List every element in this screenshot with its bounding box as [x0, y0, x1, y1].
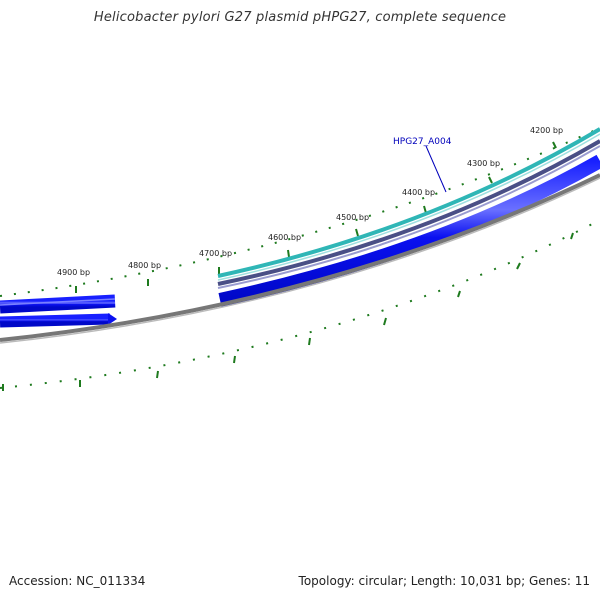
inner-tick-3 [457, 290, 461, 298]
major-tick-4500 [355, 228, 359, 237]
backbone-ring [0, 173, 600, 342]
gene-highlight-left-upper [0, 298, 116, 306]
tick-labels: 4200 bp 4300 bp 4400 bp 4500 bp 4600 bp … [57, 126, 563, 277]
tick-label-4700: 4700 bp [199, 249, 232, 258]
annotation-tracks [217, 127, 600, 289]
accession-label: Accession: NC_011334 [9, 574, 146, 588]
tick-label-4500: 4500 bp [336, 213, 369, 222]
slate-track-light [217, 145, 600, 289]
inner-tick-7 [156, 370, 159, 379]
slate-track [217, 139, 600, 286]
gene-arc-left-upper[interactable] [0, 294, 116, 314]
backbone-ring-shadow [0, 177, 600, 344]
gene-arc-left-lower[interactable] [0, 313, 111, 328]
gene-label-leader [425, 145, 447, 193]
teal-track-inner [217, 133, 600, 281]
inner-tick-2 [516, 262, 521, 270]
map-title: Helicobacter pylori G27 plasmid pHPG27, … [93, 10, 507, 25]
tick-label-4800: 4800 bp [128, 261, 161, 270]
outer-tick-ring [0, 127, 600, 297]
inner-tick-1 [570, 232, 574, 240]
tick-label-4300: 4300 bp [467, 159, 500, 168]
tick-label-4900: 4900 bp [57, 268, 90, 277]
tick-label-4200: 4200 bp [530, 126, 563, 135]
gene-arc-hpg27-a004[interactable] [218, 154, 600, 307]
teal-track [217, 127, 600, 278]
inner-tick-6 [233, 355, 236, 364]
major-tick-4600 [287, 249, 290, 258]
tick-label-4400: 4400 bp [402, 188, 435, 197]
gene-label-hpg27-a004[interactable]: HPG27_A004 [393, 137, 452, 147]
major-tick-4200 [552, 141, 557, 149]
major-tick-4300 [488, 176, 493, 184]
inner-tick-4 [383, 317, 387, 326]
inner-tick-ring [0, 219, 600, 391]
gene-features [0, 154, 600, 328]
tick-label-4600: 4600 bp [268, 233, 301, 242]
gene-arrowhead [108, 313, 117, 325]
inner-tick-5 [308, 337, 311, 346]
summary-label: Topology: circular; Length: 10,031 bp; G… [298, 574, 590, 588]
